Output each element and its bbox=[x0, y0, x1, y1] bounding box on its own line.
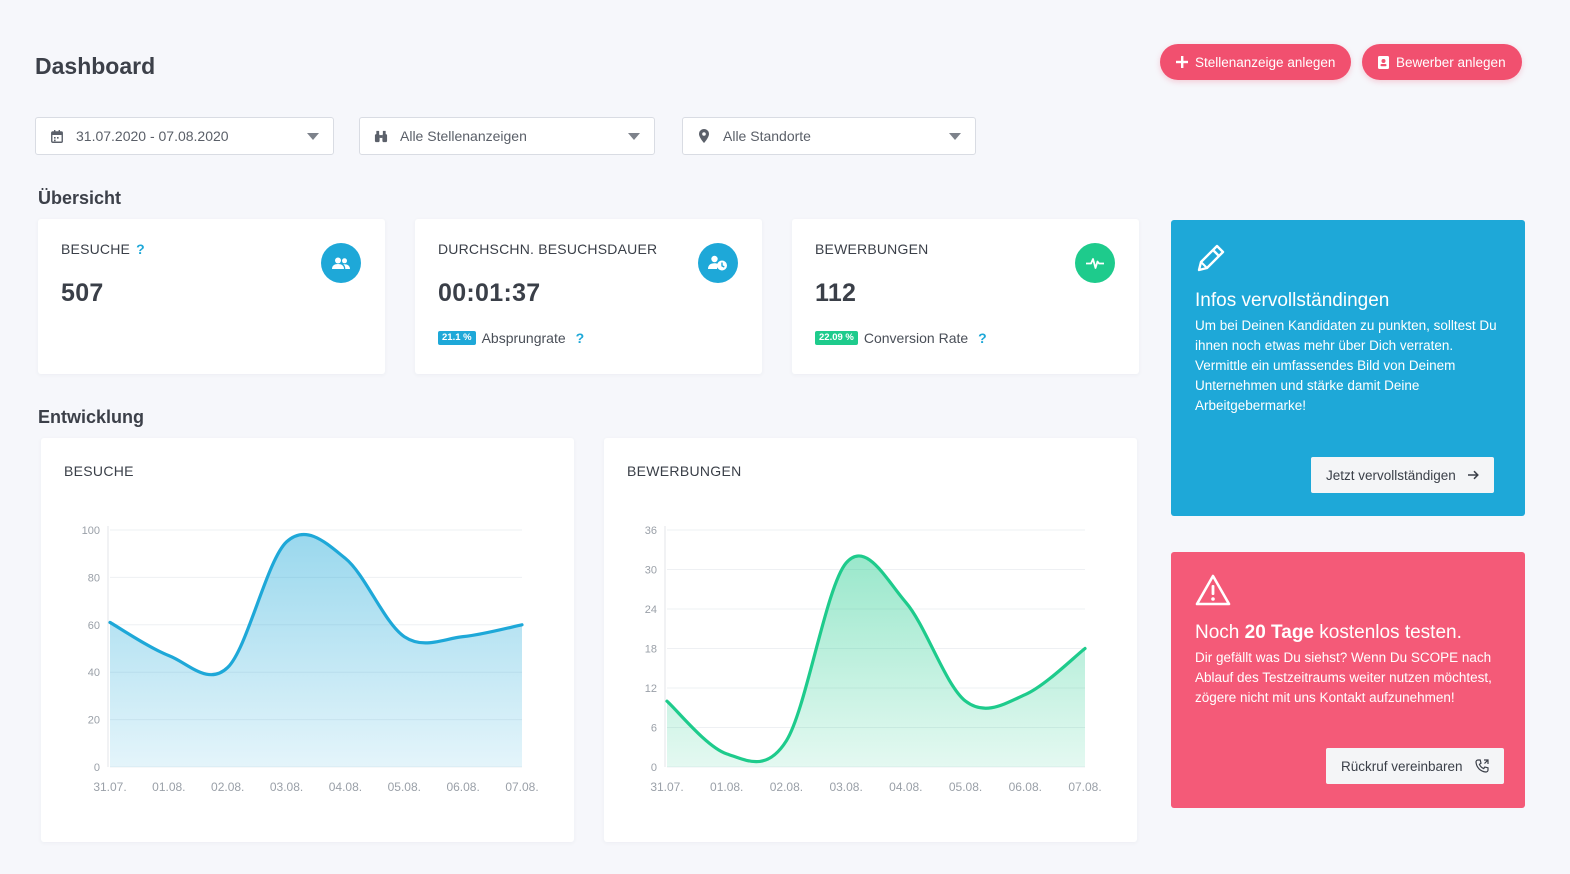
page-title: Dashboard bbox=[35, 53, 156, 79]
kpi-card-applications: BEWERBUNGEN 112 22.09 % Conversion Rate … bbox=[792, 219, 1139, 374]
map-pin-icon bbox=[697, 129, 711, 143]
x-tick-label: 01.08. bbox=[710, 780, 743, 794]
arrow-right-icon bbox=[1467, 470, 1479, 480]
create-job-ad-button[interactable]: Stellenanzeige anlegen bbox=[1160, 44, 1352, 80]
complete-profile-title: Infos vervollständingen bbox=[1195, 290, 1390, 311]
conversion-rate-label: Conversion Rate bbox=[863, 330, 969, 346]
x-tick-label: 05.08. bbox=[388, 780, 421, 794]
y-tick-label: 12 bbox=[645, 683, 657, 695]
development-heading: Entwicklung bbox=[38, 407, 145, 427]
job-ads-select[interactable]: Alle Stellenanzeigen bbox=[359, 117, 655, 155]
kpi-label: BESUCHE bbox=[61, 241, 131, 257]
series-line bbox=[108, 532, 524, 677]
kpi-card-visits: BESUCHE? 507 bbox=[38, 219, 385, 374]
contact-card-icon bbox=[1378, 55, 1389, 69]
kpi-value: 112 bbox=[815, 279, 857, 307]
y-tick-label: 20 bbox=[88, 715, 100, 727]
y-tick-label: 0 bbox=[94, 762, 100, 774]
chart-card-visits: BESUCHE 0 20 40 60 80 100 31.07. 01.08. 02.08. 03… bbox=[41, 438, 574, 842]
user-clock-icon bbox=[698, 243, 738, 283]
trial-panel: Noch 20 Tage kostenlos testen. Dir gefäl… bbox=[1171, 552, 1525, 808]
series-line bbox=[665, 554, 1087, 764]
visits-area-chart: 0 20 40 60 80 100 31.07. 01.08. 02.08. 03.08. 04.0… bbox=[82, 525, 539, 794]
kpi-label: BEWERBUNGEN bbox=[815, 241, 929, 257]
kpi-label: DURCHSCHN. BESUCHSDAUER bbox=[438, 241, 658, 257]
x-tick-label: 07.08. bbox=[505, 780, 538, 794]
conversion-rate-badge: 22.09 % bbox=[815, 331, 858, 345]
locations-value: Alle Standorte bbox=[723, 128, 811, 144]
pulse-icon bbox=[1075, 243, 1115, 283]
kpi-card-duration: DURCHSCHN. BESUCHSDAUER 00:01:37 21.1 % … bbox=[415, 219, 762, 374]
x-tick-label: 03.08. bbox=[829, 780, 862, 794]
complete-profile-panel: Infos vervollständingen Um bei Deinen Ka… bbox=[1171, 220, 1525, 516]
kpi-value: 507 bbox=[61, 279, 104, 307]
complete-now-button[interactable]: Jetzt vervollständigen bbox=[1311, 457, 1494, 493]
date-range-select[interactable]: 31.07.2020 - 07.08.2020 bbox=[35, 117, 334, 155]
chart-card-applications: BEWERBUNGEN 0 6 12 18 24 30 36 31.07. 01.08. 02.0… bbox=[604, 438, 1137, 842]
y-tick-label: 40 bbox=[88, 667, 100, 679]
x-tick-label: 06.08. bbox=[446, 780, 479, 794]
trial-title: Noch 20 Tage kostenlos testen. bbox=[1195, 622, 1462, 643]
calendar-icon bbox=[50, 129, 64, 143]
x-tick-label: 31.07. bbox=[93, 780, 126, 794]
complete-now-label: Jetzt vervollständigen bbox=[1326, 467, 1456, 483]
job-ads-value: Alle Stellenanzeigen bbox=[400, 128, 527, 144]
y-tick-label: 24 bbox=[645, 604, 657, 616]
x-tick-label: 06.08. bbox=[1009, 780, 1042, 794]
chevron-down-icon bbox=[949, 133, 961, 140]
users-icon bbox=[321, 243, 361, 283]
kpi-value: 00:01:37 bbox=[438, 279, 541, 307]
y-tick-label: 6 bbox=[651, 723, 657, 735]
x-tick-label: 04.08. bbox=[329, 780, 362, 794]
bounce-rate-badge: 21.1 % bbox=[438, 331, 476, 345]
help-icon[interactable]: ? bbox=[136, 241, 145, 257]
x-tick-label: 31.07. bbox=[650, 780, 683, 794]
create-applicant-label: Bewerber anlegen bbox=[1396, 54, 1506, 70]
complete-profile-text: Um bei Deinen Kandidaten zu punkten, sol… bbox=[1195, 318, 1497, 413]
request-callback-button[interactable]: Rückruf vereinbaren bbox=[1326, 748, 1504, 784]
area-fill bbox=[667, 555, 1085, 767]
y-tick-label: 80 bbox=[88, 572, 100, 584]
x-tick-label: 07.08. bbox=[1068, 780, 1101, 794]
chevron-down-icon bbox=[307, 133, 319, 140]
phone-icon bbox=[1474, 759, 1489, 773]
y-tick-label: 36 bbox=[645, 525, 657, 537]
y-tick-label: 18 bbox=[645, 644, 657, 656]
request-callback-label: Rückruf vereinbaren bbox=[1341, 758, 1463, 774]
locations-select[interactable]: Alle Standorte bbox=[682, 117, 976, 155]
chart-title: BESUCHE bbox=[64, 463, 134, 479]
x-tick-label: 05.08. bbox=[949, 780, 982, 794]
area-fill bbox=[110, 534, 522, 767]
y-tick-label: 60 bbox=[88, 620, 100, 632]
x-tick-label: 04.08. bbox=[889, 780, 922, 794]
date-range-value: 31.07.2020 - 07.08.2020 bbox=[76, 128, 229, 144]
applications-area-chart: 0 6 12 18 24 30 36 31.07. 01.08. 02.08. 03.08. 04.0… bbox=[645, 525, 1102, 794]
create-job-ad-label: Stellenanzeige anlegen bbox=[1195, 54, 1336, 70]
x-tick-label: 02.08. bbox=[770, 780, 803, 794]
chevron-down-icon bbox=[628, 133, 640, 140]
help-icon[interactable]: ? bbox=[978, 330, 987, 346]
bounce-rate-label: Absprungrate bbox=[481, 330, 566, 346]
overview-heading: Übersicht bbox=[38, 188, 122, 208]
x-tick-label: 02.08. bbox=[211, 780, 244, 794]
y-tick-label: 30 bbox=[645, 565, 657, 577]
create-applicant-button[interactable]: Bewerber anlegen bbox=[1362, 44, 1522, 80]
pencil-icon bbox=[1195, 242, 1227, 279]
y-tick-label: 0 bbox=[651, 762, 657, 774]
warning-icon bbox=[1195, 574, 1231, 611]
help-icon[interactable]: ? bbox=[575, 330, 585, 346]
x-tick-label: 03.08. bbox=[270, 780, 303, 794]
chart-title: BEWERBUNGEN bbox=[627, 463, 742, 479]
plus-icon bbox=[1176, 56, 1188, 68]
x-tick-label: 01.08. bbox=[152, 780, 185, 794]
trial-text: Dir gefällt was Du siehst? Wenn Du SCOPE… bbox=[1195, 650, 1492, 705]
binoculars-icon bbox=[374, 130, 388, 143]
y-tick-label: 100 bbox=[82, 525, 100, 537]
